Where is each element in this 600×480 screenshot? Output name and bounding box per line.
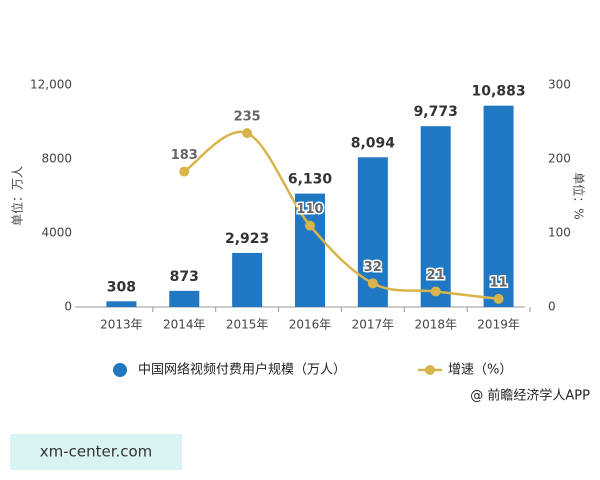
bar-value-label: 308 xyxy=(107,279,136,295)
y-tick-label: 8000 xyxy=(41,152,72,166)
line-point xyxy=(430,286,441,297)
bar-value-label: 8,094 xyxy=(351,135,396,151)
line-point xyxy=(179,166,190,177)
x-tick-label: 2014年 xyxy=(163,318,206,332)
legend-swatch xyxy=(425,365,435,375)
x-tick-label: 2015年 xyxy=(226,318,269,332)
y2-tick-label: 300 xyxy=(548,78,571,92)
bar-value-label: 9,773 xyxy=(414,104,458,120)
bar xyxy=(483,105,514,308)
line-value-label: 183 xyxy=(171,148,198,163)
bar-value-label: 10,883 xyxy=(472,84,526,100)
y2-axis-title: 单位：% xyxy=(572,172,587,219)
bar xyxy=(106,301,137,307)
line-value-label: 110 xyxy=(296,202,323,217)
x-tick-label: 2016年 xyxy=(289,318,332,332)
site-box xyxy=(10,434,182,470)
bar-value-label: 873 xyxy=(170,269,199,285)
line-point xyxy=(493,293,504,304)
line xyxy=(183,130,499,301)
y-tick-label: 4000 xyxy=(41,226,72,240)
y-tick-label: 0 xyxy=(64,300,72,314)
bar xyxy=(232,252,263,307)
bar xyxy=(169,290,200,307)
line-value-label: 21 xyxy=(427,268,445,283)
y2-tick-label: 100 xyxy=(548,226,571,240)
line-value-label: 11 xyxy=(490,275,508,290)
line-point xyxy=(367,278,378,289)
line-point xyxy=(242,128,253,139)
x-tick-label: 2019年 xyxy=(477,318,520,332)
legend-label: 中国网络视频付费用户规模（万人） xyxy=(138,362,346,378)
legend-swatch xyxy=(113,363,127,377)
x-tick-label: 2017年 xyxy=(352,318,395,332)
line-point xyxy=(305,220,315,231)
line-value-label: 32 xyxy=(364,260,382,275)
bar-value-label: 2,923 xyxy=(225,231,269,247)
legend-label: 增速（%） xyxy=(448,363,512,378)
x-tick-label: 2018年 xyxy=(414,318,457,332)
site-label: xm-center.com xyxy=(40,443,153,461)
bar-value-label: 6,130 xyxy=(288,172,333,188)
line-value-label: 235 xyxy=(234,110,261,125)
x-tick-label: 2013年 xyxy=(100,318,143,332)
y2-tick-label: 200 xyxy=(548,152,571,166)
y-axis-title: 单位：万人 xyxy=(10,166,25,226)
y2-tick-label: 0 xyxy=(548,300,556,314)
source: @ 前瞻经济学人APP xyxy=(470,388,590,404)
y-tick-label: 12,000 xyxy=(30,78,72,92)
bar xyxy=(420,126,451,308)
